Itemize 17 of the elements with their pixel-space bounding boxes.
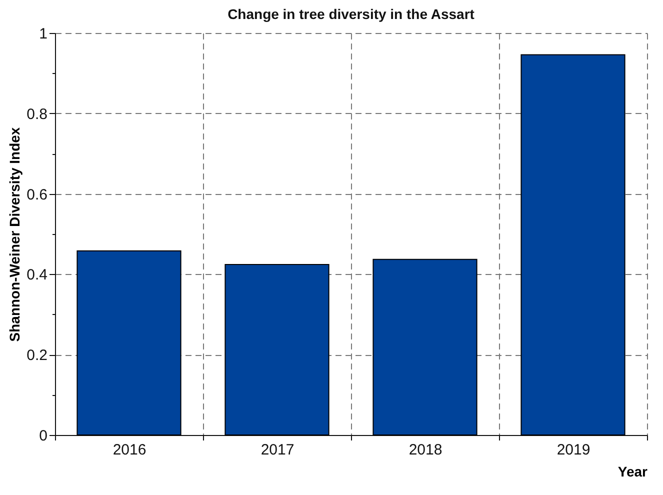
x-tick-label: 2018 [408,442,442,458]
y-axis-title: Shannon-Weiner Diversity Index [6,127,23,342]
bar [520,54,626,436]
bar [224,264,330,436]
bar [372,258,478,436]
chart-title: Change in tree diversity in the Assart [228,6,475,22]
y-tick-label: 1 [39,26,48,42]
bar [76,250,182,436]
y-tick-label: 0 [39,428,48,444]
x-axis-title: Year [618,464,648,480]
y-tick-label: 0.4 [26,266,48,284]
x-tick-label: 2019 [556,442,590,458]
y-tick-label: 0.8 [26,106,48,123]
x-tick-label: 2017 [260,442,294,458]
y-tick-label: 0.2 [26,347,48,364]
y-tick-label: 0.6 [26,186,48,204]
x-tick-label: 2016 [112,442,146,458]
